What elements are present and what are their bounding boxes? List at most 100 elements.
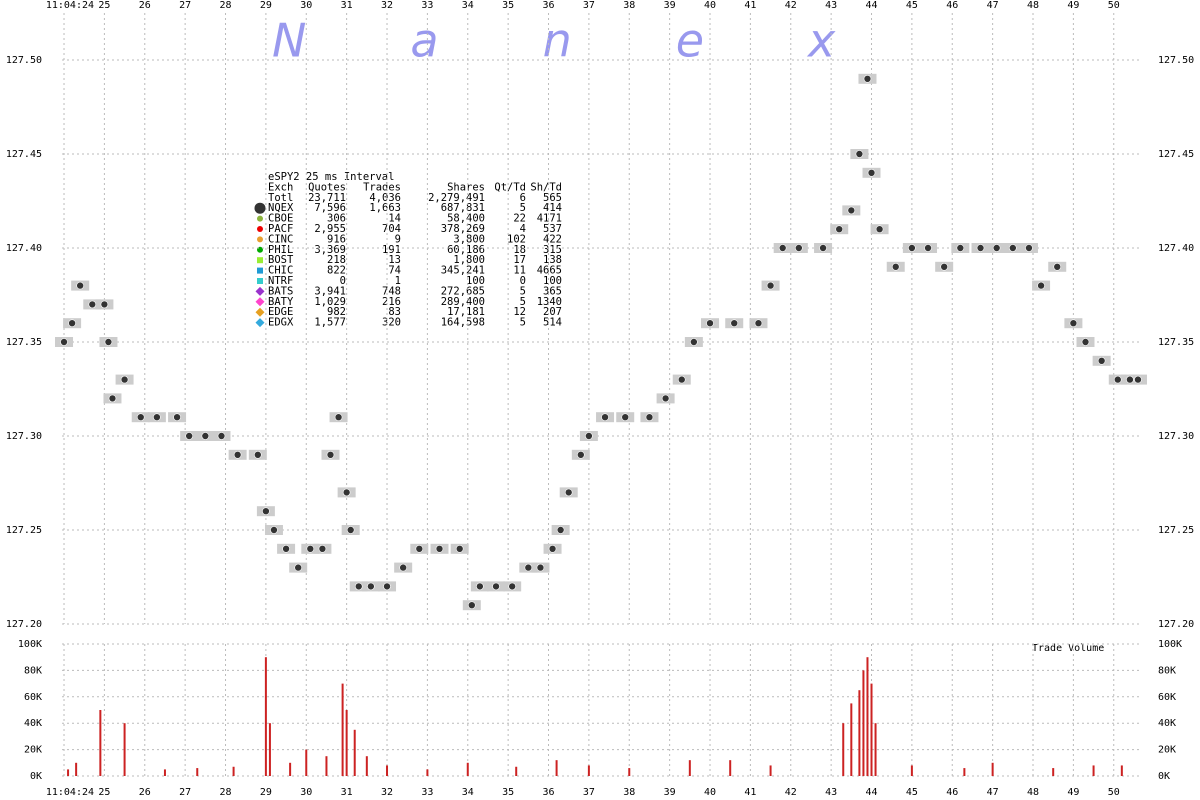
trade-point (262, 507, 270, 516)
volume-bar (874, 723, 877, 776)
legend-cell: 22 (513, 213, 526, 225)
trade-point (1097, 356, 1106, 365)
volume-bar (67, 769, 70, 776)
legend-title: eSPY2 25 ms Interval (268, 171, 394, 183)
legend-cell: 0 (520, 275, 526, 287)
trade-point (992, 244, 1001, 252)
y-tick-label: 127.20 (6, 619, 42, 630)
trade-point (795, 244, 803, 252)
volume-bar (1120, 765, 1123, 776)
y-tick-label: 40K (24, 718, 42, 729)
y-tick-label: 127.50 (6, 55, 42, 66)
trade-point (88, 300, 97, 309)
trade-point (548, 544, 557, 553)
legend-marker (255, 286, 265, 296)
trade-point (415, 544, 424, 553)
legend-cell: 23,711 (308, 192, 346, 204)
y-tick-label: 127.35 (1158, 337, 1194, 348)
x-tick-label: 43 (825, 0, 837, 11)
legend-cell: EDGX (268, 317, 294, 329)
legend-cell: 1,577 (314, 317, 346, 329)
legend-marker (257, 267, 263, 274)
volume-label: Trade Volume (1032, 643, 1104, 654)
legend-cell: 207 (543, 306, 562, 318)
volume-bar (910, 765, 913, 776)
legend-cell: 18 (513, 244, 526, 256)
legend-header: Shares (447, 181, 485, 193)
volume-bar (341, 683, 344, 776)
volume-bar (268, 723, 271, 776)
volume-bar (386, 765, 389, 776)
legend-cell: 5 (520, 285, 526, 297)
x-tick-label: 37 (583, 0, 595, 11)
legend-cell: 12 (513, 306, 526, 318)
trade-point (1134, 375, 1142, 384)
legend-cell: 102 (507, 233, 526, 245)
trade-point (778, 244, 787, 252)
volume-bar (264, 657, 267, 776)
legend-cell: 1340 (537, 296, 562, 308)
x-tick-label: 46 (946, 787, 958, 798)
legend-cell: 3,369 (314, 244, 346, 256)
x-tick-label: 48 (1027, 787, 1039, 798)
trade-point (1081, 338, 1090, 346)
trade-point (136, 413, 145, 422)
y-tick-label: 40K (1158, 718, 1176, 729)
y-tick-label: 100K (18, 639, 42, 650)
trade-point (334, 413, 343, 422)
trade-point (1113, 375, 1122, 384)
volume-bar (628, 768, 631, 776)
volume-bar (555, 760, 558, 776)
y-tick-label: 127.20 (1158, 619, 1194, 630)
volume-bar (1052, 768, 1055, 776)
y-tick-label: 127.40 (1158, 243, 1194, 254)
trade-point (891, 262, 900, 271)
legend-cell: 9 (395, 233, 401, 245)
trade-point (270, 526, 278, 534)
x-tick-label: 42 (785, 0, 797, 11)
x-tick-label: 41 (744, 787, 756, 798)
y-tick-label: 127.40 (6, 243, 42, 254)
y-tick-label: 127.30 (6, 431, 42, 442)
legend-cell: 4665 (537, 265, 562, 277)
legend-cell: NQEX (268, 202, 294, 214)
trade-point (730, 319, 739, 328)
legend-cell: 11 (513, 265, 526, 277)
x-tick-label: 47 (987, 0, 999, 11)
legend-cell: 14 (388, 213, 401, 225)
volume-bar (866, 657, 869, 776)
x-tick-label: 39 (664, 0, 676, 11)
legend-cell: 378,269 (441, 223, 485, 235)
legend-cell: Totl (268, 192, 293, 204)
trade-point (100, 300, 109, 309)
x-tick-label: 46 (946, 0, 958, 11)
x-tick-label: 37 (583, 787, 595, 798)
x-tick-label: 32 (381, 787, 393, 798)
trade-point (435, 544, 444, 553)
legend-marker (257, 257, 263, 264)
x-tick-label: 45 (906, 0, 918, 11)
volume-bar (325, 756, 328, 776)
legend-marker (255, 318, 265, 328)
x-tick-label: 29 (260, 787, 272, 798)
legend-marker (254, 202, 266, 214)
legend-cell: 982 (327, 306, 346, 318)
y-tick-label: 80K (1158, 665, 1176, 676)
x-tick-label: 44 (865, 0, 877, 11)
x-tick-label: 29 (260, 0, 272, 11)
trade-point (754, 319, 763, 328)
volume-bar (466, 762, 469, 776)
legend-cell: 704 (382, 223, 401, 235)
trade-point (645, 413, 654, 422)
volume-bar (862, 670, 865, 776)
legend-cell: 3,800 (453, 233, 485, 245)
legend-cell: 306 (327, 213, 346, 225)
legend-cell: 0 (340, 275, 346, 287)
trade-point (1037, 281, 1045, 290)
legend-cell: 13 (388, 254, 401, 266)
legend-cell: 17 (513, 254, 526, 266)
y-tick-label: 20K (24, 745, 42, 756)
trade-point (508, 582, 516, 591)
trade-point (706, 319, 714, 328)
